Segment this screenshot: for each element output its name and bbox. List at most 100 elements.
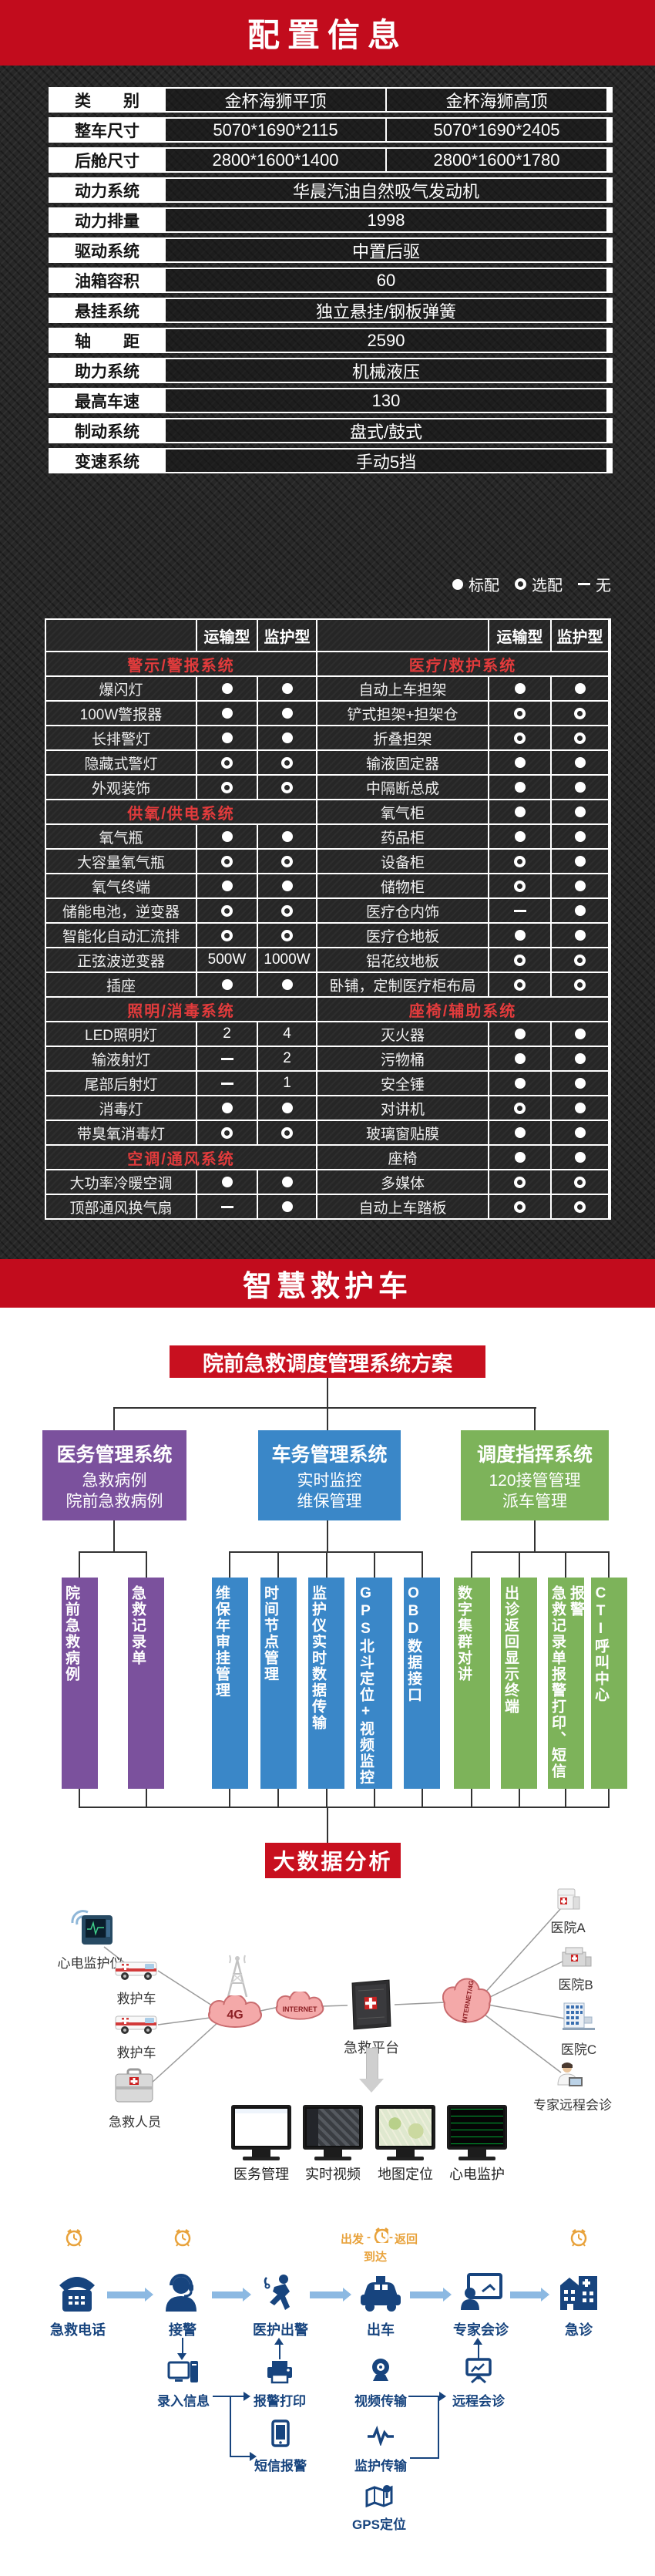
config-item-label: 自动上车踏板 [317,1195,488,1218]
flow-arrow [410,2288,452,2302]
spec-values: 金杯海狮平顶 金杯海狮高顶 [166,87,613,113]
flow-sub-label: 短信报警 [254,2459,307,2473]
cloud-right-icon: INTERNET/4G [442,1975,492,2028]
connector-line [114,1407,536,1409]
marker-standard [514,683,526,694]
spec-row: 助力系统 机械液压 [49,358,613,383]
marker-optional [514,978,526,991]
flow-arrowhead [439,2392,446,2401]
spec-value: 华晨汽油自然吸气发动机 [292,181,479,201]
flow-arrowhead [274,2338,284,2345]
config-item-label: 氧气柜 [317,800,488,823]
config-transport-cell [489,751,550,774]
config-transport-cell [197,1170,257,1194]
spec-label: 动力系统 [49,177,166,203]
connector-line [113,1407,115,1430]
spec-values: 60 [166,268,613,293]
system-subtitle: 维保管理 [297,1492,362,1510]
spec-value: 盘式/鼓式 [349,422,423,442]
marker-standard [281,979,293,990]
marker-optional [574,1200,586,1213]
monitor-screen [235,2109,287,2146]
spec-row: 整车尺寸 5070*1690*2115 5070*1690*2405 [49,117,613,143]
gps-map-icon [365,2484,393,2508]
config-item-label: 氧气瓶 [46,825,196,848]
config-transport-cell [489,1195,550,1218]
connector-line [327,1520,328,1551]
spec-row: 轴 距 2590 [49,328,613,353]
staff-label: 急救人员 [109,2115,161,2130]
config-section-header: 供氧/供电系统 [46,800,316,823]
monitor-label: 心电监护 [449,2167,505,2182]
config-monitor-cell [552,948,608,971]
marker-standard [574,856,586,867]
scheme-root-box: 院前急救调度管理系统方案 [170,1345,485,1378]
marker-optional [221,1126,233,1139]
connector-line [534,1407,536,1430]
spec-value: 1998 [367,210,405,230]
config-item-label: 带臭氧消毒灯 [46,1121,196,1144]
marker-standard [514,1029,526,1039]
platform-down-arrow [366,2048,378,2080]
config-section-header: 座椅/辅助系统 [317,998,608,1021]
config-item-label: 多媒体 [317,1170,488,1194]
legend-item: 选配 [515,573,563,595]
marker-standard [574,1127,586,1138]
config-monitor-cell [552,1022,608,1046]
hospital-c-label: 医院C [560,2042,597,2057]
connector-line [471,1789,472,1807]
config-section-header: 警示/警报系统 [46,652,316,675]
marker-standard [514,806,526,817]
vehicle-spec-table: 类 别金杯海狮平顶 金杯海狮高顶 整车尺寸 5070*1690*2115 5070*16… [49,87,613,478]
system-child-box: 急救记录单报警打印、短信报警 [548,1578,584,1789]
config-item-label: 消毒灯 [46,1096,196,1120]
spec-values: 独立悬挂/钢板弹簧 [166,298,613,323]
connector-line [534,1520,536,1551]
marker-standard [574,757,586,768]
marker-standard [281,881,293,891]
config-item-label: 智能化自动汇流排 [46,924,196,947]
flow-sub-label: 远程会诊 [452,2394,505,2409]
config-item-label: 卧铺，定制医疗柜布局 [317,973,488,996]
network-links [103,1908,566,2084]
legend-none-icon [578,583,590,585]
config-item-label: 设备柜 [317,850,488,873]
flow-arrowhead [473,2338,482,2345]
remote-expert-label: 专家远程会诊 [533,2098,612,2113]
spec-label: 变速系统 [49,448,166,473]
config-monitor-cell [258,825,316,848]
spec-row: 类 别 金杯海狮平顶 金杯海狮高顶 [49,87,613,113]
spec-row: 变速系统 手动5挡 [49,448,613,473]
config-transport-cell: 500W [197,948,257,971]
connector-line [608,1551,610,1578]
webcam-icon [368,2358,393,2384]
marker-optional [514,880,526,892]
monitor-label: 地图定位 [378,2167,433,2182]
marker-standard [281,732,293,743]
signal-tower-icon [222,1954,253,1999]
legend-item: 无 [578,573,611,595]
marker-none [513,909,526,912]
config-monitor-cell: 2 [258,1047,316,1070]
spec-values: 130 [166,388,613,413]
smart-ambulance-banner: 智慧救护车 [0,1259,655,1308]
ambulance-label: 救护车 [116,2046,156,2060]
connector-line [327,1407,328,1430]
flow-step-label: 急诊 [565,2322,593,2338]
flow-step-label: 急救电话 [50,2322,106,2338]
marker-optional [281,781,293,793]
alarm-clock-icon [65,2228,83,2248]
pulse-icon [366,2425,395,2447]
system-subtitle: 120接管管理 [489,1471,581,1490]
spec-label: 动力排量 [49,207,166,233]
spec-values: 2590 [166,328,613,353]
spec-values: 手动5挡 [166,448,613,473]
config-item-label: 外观装饰 [46,776,196,799]
config-monitor-cell [552,1047,608,1070]
spec-label: 类 别 [49,87,166,113]
marker-standard [281,1177,293,1187]
spec-value: 2800*1600*1400 [212,150,339,170]
system-child-box: 维保年审挂管理 [212,1578,248,1789]
config-column-header: 运输型 [197,620,257,651]
config-item-label: 对讲机 [317,1096,488,1120]
